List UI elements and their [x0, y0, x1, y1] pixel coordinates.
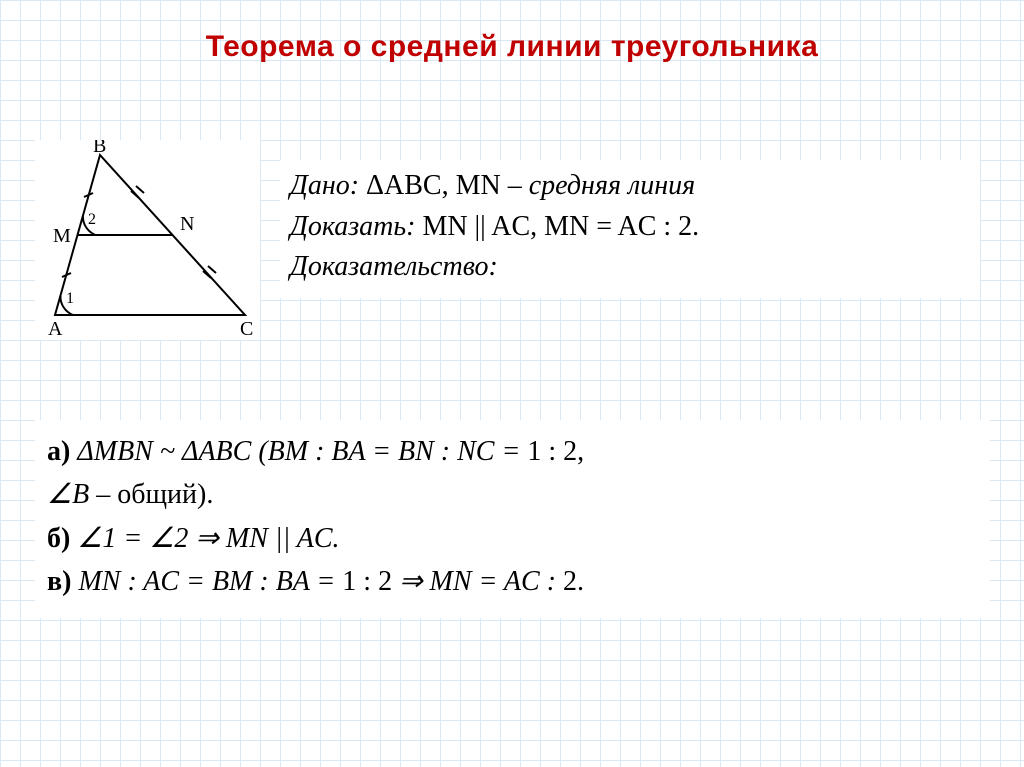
proof-a-angle: ∠B: [47, 479, 96, 510]
proof-text: а) ΔMBN ~ ΔABC (BM : BA = BN : NC = 1 : …: [35, 420, 990, 618]
proof-b-label: б): [47, 523, 77, 554]
proof-a-line1: а) ΔMBN ~ ΔABC (BM : BA = BN : NC = 1 : …: [47, 430, 978, 473]
given-dano: Дано:: [290, 170, 359, 201]
proof-c-num1: 1 : 2: [342, 566, 399, 597]
given-line-1: Дано: ΔABC, MN – средняя линия: [290, 166, 970, 207]
given-text: Дано: ΔABC, MN – средняя линия Доказать:…: [280, 160, 980, 298]
tick-bn-1: [131, 191, 139, 198]
proof-a-expr1: ΔMBN ~ ΔABC (BM : BA = BN : NC =: [77, 436, 527, 467]
given-tri: ΔABC, MN: [359, 170, 508, 201]
proof-b-line: б) ∠1 = ∠2 ⇒ MN || AC.: [47, 517, 978, 560]
label-angle-1: 1: [66, 290, 74, 307]
proof-b-expr: ∠1 = ∠2 ⇒ MN || AC.: [77, 523, 339, 554]
triangle-figure: A B C M N 1 2: [35, 140, 260, 340]
proof-c-line: в) MN : AC = BM : BA = 1 : 2 ⇒ MN = AC :…: [47, 560, 978, 603]
proof-a-line2: ∠B – общий).: [47, 473, 978, 516]
triangle-svg: A B C M N 1 2: [35, 140, 260, 340]
prove-label: Доказать:: [290, 211, 415, 242]
given-mid: – средняя линия: [508, 170, 695, 201]
given-line-3: Доказательство:: [290, 247, 970, 288]
proof-a-common: – общий).: [96, 479, 213, 510]
tick-bn-2: [136, 186, 144, 193]
label-n: N: [180, 213, 194, 235]
proof-c-expr1: MN : AC = BM : BA =: [78, 566, 342, 597]
proof-label: Доказательство:: [290, 251, 498, 282]
label-m: M: [53, 225, 71, 247]
proof-c-expr2: ⇒ MN = AC :: [399, 566, 563, 597]
proof-c-label: в): [47, 566, 78, 597]
proof-c-num2: 2.: [563, 566, 584, 597]
tick-nc-2: [208, 266, 216, 273]
prove-expr: MN || AC, MN = AC : 2.: [415, 211, 699, 242]
proof-a-label: а): [47, 436, 77, 467]
label-b: B: [93, 140, 106, 157]
proof-a-num: 1 : 2,: [527, 436, 584, 467]
label-angle-2: 2: [88, 211, 96, 228]
label-a: A: [48, 318, 63, 340]
label-c: C: [240, 318, 253, 340]
page-title: Теорема о средней линии треугольника: [0, 30, 1024, 64]
given-line-2: Доказать: MN || AC, MN = AC : 2.: [290, 207, 970, 248]
